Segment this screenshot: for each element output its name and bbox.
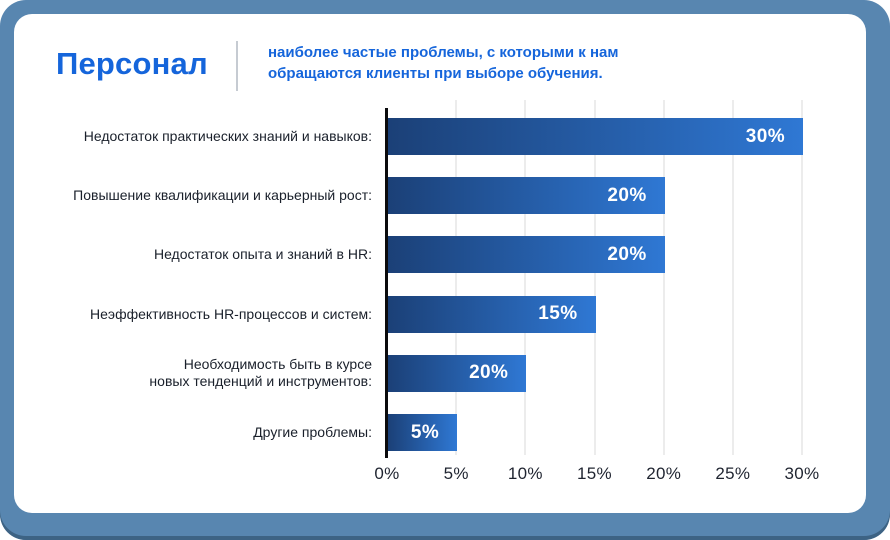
- x-tick-label: 20%: [646, 464, 682, 483]
- bar: 20%: [388, 354, 527, 392]
- x-tick-label: 30%: [784, 464, 820, 483]
- bar-value-label: 30%: [745, 125, 785, 147]
- x-axis-baseline: [385, 108, 388, 458]
- chart: Недостаток практических знаний и навыков…: [14, 14, 866, 513]
- gridline: [662, 100, 665, 455]
- bar: 5%: [388, 414, 458, 451]
- x-tick-label: 25%: [715, 464, 751, 483]
- gridline: [593, 100, 596, 455]
- category-label: Неэффективность HR-процессов и систем:: [90, 305, 372, 322]
- x-tick-label: 5%: [443, 464, 469, 483]
- bar: 15%: [388, 295, 596, 333]
- page-title: Персонал: [56, 46, 208, 81]
- category-label: Другие проблемы:: [253, 424, 372, 440]
- bar: 30%: [388, 118, 803, 155]
- bar-value-label: 5%: [410, 421, 440, 443]
- gridline: [801, 100, 803, 455]
- category-label: Недостаток опыта и знаний в HR:: [153, 246, 372, 263]
- bar-value-label: 20%: [607, 243, 647, 265]
- header-divider: [236, 41, 238, 91]
- bar-value-label: 20%: [469, 362, 509, 384]
- x-tick-label: 0%: [374, 464, 400, 483]
- bar-value-label: 20%: [607, 184, 647, 206]
- gridline: [455, 100, 458, 455]
- content-card: Персонал наиболее частые проблемы, с кот…: [14, 14, 866, 513]
- category-label: Повышение квалификации и карьерный рост:: [73, 187, 372, 204]
- bar: 20%: [388, 236, 665, 274]
- gridline: [731, 100, 734, 455]
- subtitle-line-1: наиболее частые проблемы, с которыми к н…: [268, 44, 619, 61]
- category-label: Недостаток практических знаний и навыков…: [83, 128, 372, 144]
- category-label: Необходимость быть в курсе новых тенденц…: [149, 356, 372, 390]
- gridline: [524, 100, 527, 455]
- x-tick-label: 10%: [507, 464, 543, 483]
- x-tick-label: 15%: [577, 464, 612, 483]
- bar-value-label: 15%: [538, 303, 578, 325]
- bar: 20%: [388, 177, 665, 215]
- subtitle-line-2: обращаются клиенты при выборе обучения.: [268, 65, 603, 82]
- page-subtitle: наиболее частые проблемы, с которыми к н…: [268, 42, 618, 84]
